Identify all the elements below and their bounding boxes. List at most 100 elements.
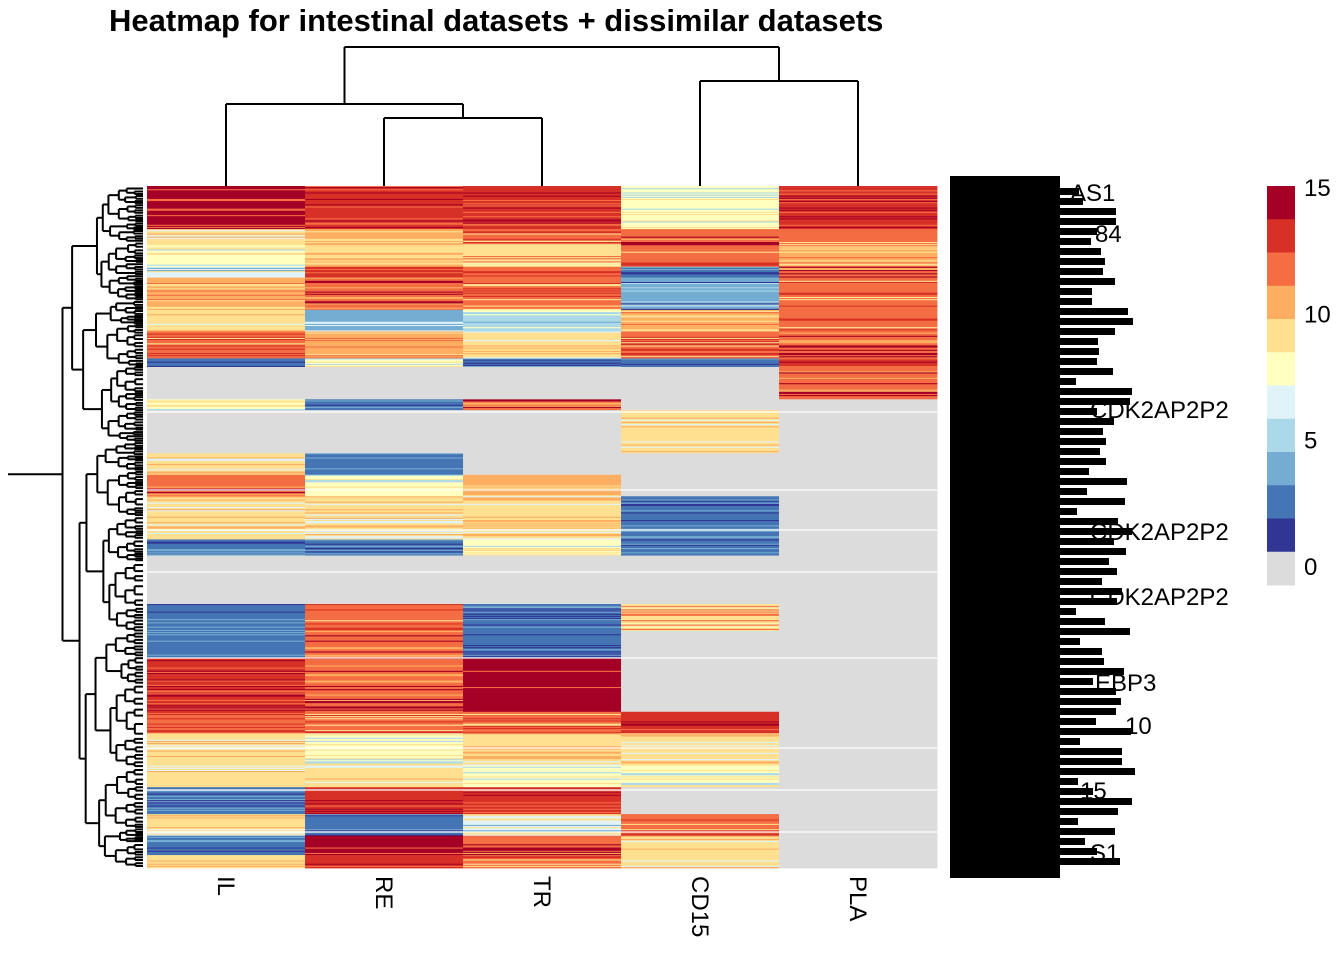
heatmap-cell (147, 688, 306, 690)
heatmap-cell (305, 731, 464, 733)
heatmap-cell (621, 379, 780, 382)
heatmap-cell (463, 308, 622, 311)
heatmap-cell (621, 758, 780, 760)
heatmap-cell (147, 556, 306, 559)
heatmap-cell (779, 642, 938, 645)
heatmap-cell (305, 313, 464, 315)
heatmap-cell (305, 793, 464, 796)
heatmap-cell (305, 279, 464, 282)
heatmap-cell (779, 391, 938, 394)
heatmap-cell (621, 726, 780, 729)
heatmap-cell (779, 451, 938, 453)
heatmap-cell (147, 856, 306, 858)
heatmap-cell (779, 347, 938, 350)
heatmap-cell (147, 615, 306, 618)
heatmap-cell (621, 288, 780, 290)
row-label-overplot (1060, 418, 1114, 425)
heatmap-cell (305, 220, 464, 222)
heatmap-cell (147, 606, 306, 608)
heatmap-cell (779, 619, 938, 621)
heatmap-cell (463, 244, 622, 246)
heatmap-cell (779, 811, 938, 814)
heatmap-cell (305, 204, 464, 206)
heatmap-cell (779, 644, 938, 647)
heatmap-cell (621, 652, 780, 654)
heatmap-cell (147, 857, 306, 859)
heatmap-cell (621, 583, 780, 586)
heatmap-cell (621, 234, 780, 236)
heatmap-cell (463, 763, 622, 765)
heatmap-cell (305, 258, 464, 260)
heatmap-cell (305, 674, 464, 676)
heatmap-cell (147, 372, 306, 374)
heatmap-cell (621, 230, 780, 232)
heatmap-cell (463, 634, 622, 636)
heatmap-cell (305, 188, 464, 190)
heatmap-cell (621, 851, 780, 854)
heatmap-cell (147, 765, 306, 768)
heatmap-cell (147, 750, 306, 753)
heatmap-cell (621, 787, 780, 789)
heatmap-cell (779, 664, 938, 666)
heatmap-cell (463, 347, 622, 350)
heatmap-cell (621, 384, 780, 386)
heatmap-cell (147, 781, 306, 784)
heatmap-cell (463, 288, 622, 290)
heatmap-cell (779, 295, 938, 298)
heatmap-cell (621, 670, 780, 673)
heatmap-cell (305, 490, 464, 493)
heatmap-cell (463, 425, 622, 427)
heatmap-cell (621, 779, 780, 782)
heatmap-cell (147, 819, 306, 821)
heatmap-cell (305, 334, 464, 337)
heatmap-cell (147, 387, 306, 389)
heatmap-cell (621, 252, 780, 255)
heatmap-cell (463, 414, 622, 416)
heatmap-cell (147, 680, 306, 683)
heatmap-cell (305, 583, 464, 586)
heatmap-cell (621, 849, 780, 852)
heatmap-cell (147, 409, 306, 411)
heatmap-cell (621, 456, 780, 458)
heatmap-cell (147, 644, 306, 647)
heatmap-cell (147, 316, 306, 318)
heatmap-cell (305, 560, 464, 563)
heatmap-cell (147, 267, 306, 270)
heatmap-cell (779, 401, 938, 403)
heatmap-cell (621, 321, 780, 324)
row-label-overplot (1060, 248, 1101, 255)
heatmap-cell (147, 672, 306, 675)
heatmap-cell (463, 187, 622, 189)
heatmap-cell (463, 509, 622, 511)
heatmap-cell (305, 799, 464, 801)
heatmap-cell (147, 724, 306, 727)
heatmap-cell (147, 202, 306, 204)
heatmap-cell (147, 578, 306, 580)
heatmap-cell (305, 303, 464, 305)
heatmap-cell (147, 321, 306, 324)
heatmap-cell (305, 343, 464, 345)
heatmap-cell (621, 331, 780, 333)
heatmap-cell (621, 817, 780, 819)
heatmap-cell (305, 715, 464, 717)
heatmap-cell (305, 452, 464, 454)
heatmap-cell (463, 590, 622, 592)
heatmap-cell (147, 500, 306, 503)
heatmap-cell (621, 470, 780, 472)
heatmap-cell (463, 818, 622, 820)
heatmap-cell (147, 377, 306, 380)
heatmap-cell (779, 611, 938, 614)
heatmap-cell (147, 718, 306, 720)
heatmap-cell (147, 281, 306, 284)
heatmap-cell (147, 428, 306, 430)
heatmap-cell (621, 622, 780, 624)
heatmap-cell (305, 815, 464, 817)
heatmap-cell (779, 684, 938, 687)
heatmap-cell (305, 369, 464, 371)
heatmap-cell (305, 354, 464, 356)
heatmap-cell (147, 696, 306, 699)
heatmap-cell (621, 857, 780, 859)
heatmap-cell (463, 409, 622, 411)
heatmap-cell (147, 532, 306, 535)
heatmap-cell (147, 850, 306, 853)
